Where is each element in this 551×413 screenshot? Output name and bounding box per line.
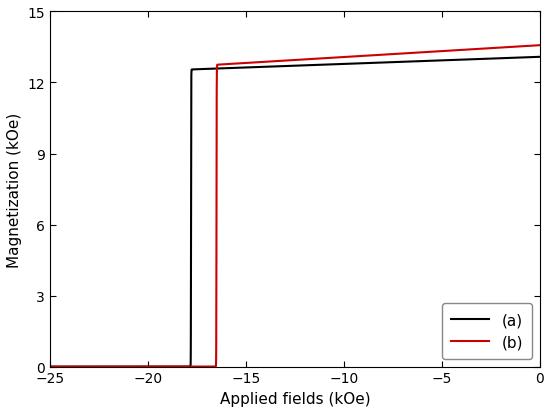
X-axis label: Applied fields (kOe): Applied fields (kOe) [219, 391, 370, 406]
Legend: (a), (b): (a), (b) [442, 303, 532, 359]
(a) [341, 62, 347, 67]
(b) [136, 364, 142, 369]
(b) [365, 54, 372, 59]
(a) [449, 58, 456, 63]
(a) [365, 62, 372, 66]
(b) [412, 51, 419, 56]
(a) [234, 66, 240, 71]
(a) [47, 364, 53, 369]
(b) [47, 364, 53, 369]
(b) [536, 44, 543, 49]
(b) [341, 55, 347, 60]
(a) [136, 364, 142, 369]
(a) [536, 55, 543, 60]
(b) [449, 49, 456, 54]
Y-axis label: Magnetization (kOe): Magnetization (kOe) [7, 112, 22, 267]
(b) [234, 62, 240, 67]
Line: (b): (b) [50, 46, 539, 367]
(a) [412, 60, 419, 65]
Line: (a): (a) [50, 58, 539, 367]
